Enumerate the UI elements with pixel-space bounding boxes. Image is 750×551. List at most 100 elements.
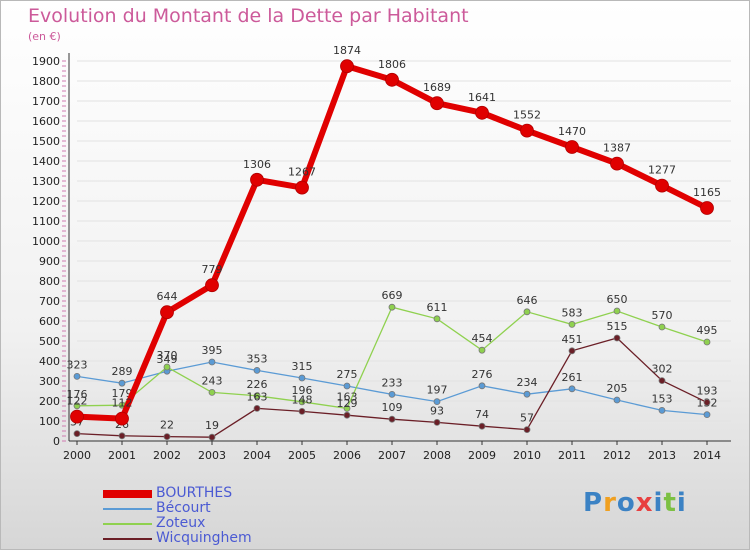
chart-unit: (en €) bbox=[28, 30, 61, 43]
data-point bbox=[658, 406, 666, 414]
legend-item: Wicquinghem bbox=[103, 530, 303, 546]
data-label: 1689 bbox=[423, 81, 451, 94]
data-point bbox=[478, 382, 486, 390]
data-point bbox=[610, 156, 624, 171]
y-tick-label: 1700 bbox=[32, 95, 60, 108]
y-tick-label: 1200 bbox=[32, 195, 60, 208]
logo-letter: o bbox=[616, 488, 636, 518]
data-point bbox=[523, 426, 531, 434]
data-point bbox=[298, 407, 306, 415]
logo-letter: P bbox=[583, 488, 604, 518]
data-point bbox=[208, 433, 216, 441]
data-point bbox=[208, 358, 216, 366]
y-tick-label: 1800 bbox=[32, 75, 60, 88]
data-point bbox=[703, 398, 711, 406]
data-point bbox=[568, 320, 576, 328]
data-point bbox=[388, 415, 396, 423]
chart-title: Evolution du Montant de la Dette par Hab… bbox=[28, 5, 469, 27]
legend-swatch bbox=[103, 538, 152, 540]
legend-item: BOURTHES bbox=[103, 485, 303, 501]
y-tick-label: 400 bbox=[39, 355, 60, 368]
data-label: 650 bbox=[607, 293, 628, 306]
data-point bbox=[250, 172, 264, 187]
data-label: 323 bbox=[67, 358, 88, 371]
data-label: 669 bbox=[382, 289, 403, 302]
x-tick-label: 2009 bbox=[468, 449, 496, 462]
x-tick-label: 2014 bbox=[693, 449, 721, 462]
data-label: 289 bbox=[112, 365, 133, 378]
data-label: 495 bbox=[697, 324, 718, 337]
y-tick-label: 0 bbox=[53, 435, 60, 448]
data-label: 451 bbox=[562, 333, 583, 346]
x-tick-label: 2008 bbox=[423, 449, 451, 462]
data-label: 353 bbox=[247, 352, 268, 365]
y-tick-label: 900 bbox=[39, 255, 60, 268]
data-point bbox=[208, 388, 216, 396]
data-label: 179 bbox=[112, 387, 133, 400]
y-tick-label: 1900 bbox=[32, 55, 60, 68]
data-point bbox=[163, 433, 171, 441]
data-label: 276 bbox=[472, 368, 493, 381]
logo-letter: r bbox=[603, 488, 617, 518]
data-label: 196 bbox=[292, 384, 313, 397]
data-point bbox=[70, 409, 84, 424]
logo-letter: t bbox=[663, 488, 677, 518]
data-point bbox=[343, 411, 351, 419]
data-label: 163 bbox=[247, 390, 268, 403]
data-label: 93 bbox=[430, 404, 444, 417]
data-label: 205 bbox=[607, 382, 628, 395]
data-point bbox=[73, 402, 81, 410]
data-label: 1277 bbox=[648, 164, 676, 177]
data-point bbox=[478, 422, 486, 430]
data-point bbox=[73, 372, 81, 380]
data-point bbox=[475, 105, 489, 120]
data-point bbox=[613, 307, 621, 315]
data-label: 233 bbox=[382, 376, 403, 389]
series-bourthes: 122 112 644 779 1306 1267 1874 1806 1689 1641 1552… bbox=[67, 44, 721, 426]
x-tick-label: 2010 bbox=[513, 449, 541, 462]
x-tick-label: 2004 bbox=[243, 449, 271, 462]
data-point bbox=[523, 390, 531, 398]
data-label: 1552 bbox=[513, 109, 541, 122]
data-label: 570 bbox=[652, 309, 673, 322]
data-label: 1470 bbox=[558, 125, 586, 138]
data-point bbox=[658, 377, 666, 385]
data-label: 1641 bbox=[468, 91, 496, 104]
data-point bbox=[253, 404, 261, 412]
series-b-court: 323 289 349 395 353 315 275 233 197 276 234 261 205 1… bbox=[67, 344, 718, 419]
legend-swatch bbox=[103, 508, 152, 510]
data-label: 1267 bbox=[288, 166, 316, 179]
data-label: 1165 bbox=[693, 186, 721, 199]
data-point bbox=[253, 366, 261, 374]
legend: BOURTHES Bécourt Zoteux Wicquinghem bbox=[103, 485, 303, 546]
data-label: 646 bbox=[517, 294, 538, 307]
data-label: 261 bbox=[562, 371, 583, 384]
x-tick-label: 2002 bbox=[153, 449, 181, 462]
x-tick-label: 2000 bbox=[63, 449, 91, 462]
data-label: 1806 bbox=[378, 58, 406, 71]
data-point bbox=[700, 201, 714, 215]
data-label: 1874 bbox=[333, 44, 361, 57]
x-tick-label: 2012 bbox=[603, 449, 631, 462]
data-point bbox=[205, 278, 219, 293]
y-tick-label: 500 bbox=[39, 335, 60, 348]
y-tick-label: 1400 bbox=[32, 155, 60, 168]
data-point bbox=[568, 385, 576, 393]
series-wicquinghem: 37262219163148129109937457451515302193 bbox=[70, 320, 718, 441]
x-tick-label: 2011 bbox=[558, 449, 586, 462]
data-point bbox=[388, 390, 396, 398]
data-point bbox=[163, 363, 171, 371]
x-tick-label: 2006 bbox=[333, 449, 361, 462]
data-label: 275 bbox=[337, 368, 358, 381]
legend-swatch bbox=[103, 490, 152, 498]
data-point bbox=[118, 379, 126, 387]
data-point bbox=[385, 72, 399, 87]
data-point bbox=[433, 315, 441, 323]
data-label: 176 bbox=[67, 388, 88, 401]
data-label: 315 bbox=[292, 360, 313, 373]
data-point bbox=[523, 308, 531, 316]
y-tick-label: 800 bbox=[39, 275, 60, 288]
data-point bbox=[658, 323, 666, 331]
